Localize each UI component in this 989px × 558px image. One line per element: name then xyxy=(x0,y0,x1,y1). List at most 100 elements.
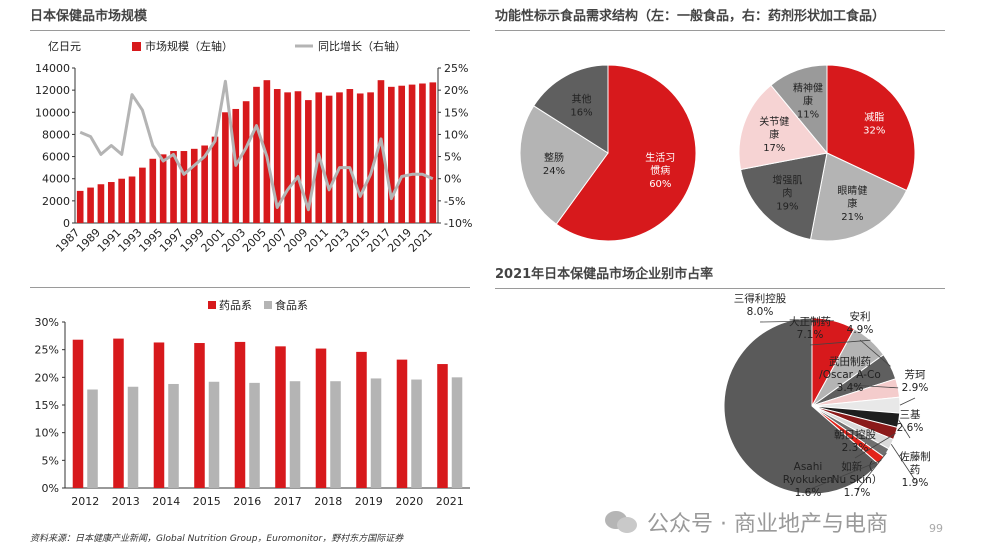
company-share-label: 1.6% xyxy=(795,487,822,499)
leader-line xyxy=(899,397,916,406)
bar-market-size xyxy=(180,151,188,223)
y-tick-label: 25% xyxy=(35,344,59,357)
y-tick-left: 2000 xyxy=(42,195,70,208)
bar-market-size xyxy=(346,89,354,224)
wechat-icon xyxy=(605,509,639,535)
general-food-pie-label: 其他 xyxy=(572,92,592,105)
processed-food-pie-label: 康 xyxy=(803,94,813,107)
bar-market-size xyxy=(294,91,302,223)
line-growth xyxy=(79,79,434,212)
processed-food-pie-slice xyxy=(770,64,828,155)
leader-line xyxy=(859,339,891,367)
bar-food xyxy=(451,377,463,488)
bar-market-size xyxy=(429,82,437,223)
bar-market-size xyxy=(263,80,271,223)
x-tick-label: 2016 xyxy=(233,495,261,508)
bar-pharma xyxy=(315,348,327,488)
y-tick-label: 10% xyxy=(35,427,59,440)
pharma-vs-food-chart: 药品系 食品系 0% 5% 10% 15% 20% 25% 30% 2012 2013 2014 201… xyxy=(35,298,470,508)
company-share-label: 其他 xyxy=(665,427,686,440)
y-tick-left: 14000 xyxy=(35,62,70,75)
y-tick-left: 4000 xyxy=(42,173,70,186)
company-share-label: 4.9% xyxy=(847,324,874,336)
x-tick-label: 2014 xyxy=(152,495,180,508)
leader-line xyxy=(898,420,911,439)
company-share-label: 2.9% xyxy=(902,382,929,394)
bar-market-size xyxy=(408,84,416,223)
bar-market-size xyxy=(222,112,229,223)
leader-line xyxy=(849,384,899,389)
bar-pharma xyxy=(72,339,84,488)
bar-market-size xyxy=(325,95,333,223)
processed-food-pie-label: 19% xyxy=(776,202,798,213)
y-tick-right: -5% xyxy=(444,195,465,208)
bar-market-size xyxy=(253,86,260,223)
bar-food xyxy=(411,379,422,488)
y-tick-label: 20% xyxy=(35,371,59,384)
company-share-label: 如新（ xyxy=(841,460,873,473)
bar-pharma xyxy=(194,343,205,488)
general-food-pie-slice xyxy=(533,64,609,154)
y-axis-unit: 亿日元 xyxy=(48,40,81,53)
company-share-label: 药 xyxy=(910,464,921,476)
general-food-pie-label: 惯病 xyxy=(650,164,670,177)
bar-market-size xyxy=(388,86,395,223)
leader-line xyxy=(807,460,882,491)
bar-market-size xyxy=(139,167,146,223)
y-tick-left: 12000 xyxy=(35,84,70,97)
market-chart-title: 日本保健品市场规模 xyxy=(30,9,148,24)
processed-food-pie-label: 增强肌 xyxy=(772,174,802,187)
processed-food-pie-label: 康 xyxy=(847,197,857,210)
legend-swatch-food xyxy=(264,301,272,309)
page-number: 99 xyxy=(929,522,943,535)
bar-market-size xyxy=(201,145,208,223)
x-tick-label: 2017 xyxy=(274,495,302,508)
y-tick-right: 10% xyxy=(444,128,468,141)
company-share-label: 63.6% xyxy=(658,441,691,453)
structure-title-rule xyxy=(495,30,945,31)
legend-swatch-market-size xyxy=(132,42,141,51)
bar-market-size xyxy=(336,92,343,223)
company-share-label: Asahi xyxy=(794,461,823,473)
bar-market-size xyxy=(242,101,250,223)
general-food-pie-label: 整肠 xyxy=(544,151,564,164)
x-tick-label: 2021 xyxy=(436,495,464,508)
y-tick-left: 8000 xyxy=(42,128,70,141)
general-food-pie-label: 16% xyxy=(570,107,592,118)
company-share-label: 1.9% xyxy=(902,477,929,489)
watermark-text: 公众号 · 商业地产与电商 xyxy=(647,512,888,537)
processed-food-pie-label: 精神健 xyxy=(793,81,823,94)
company-share-label: 安利 xyxy=(850,310,871,323)
y-tick-left: 10000 xyxy=(35,106,70,119)
processed-food-pie-slice xyxy=(826,64,916,192)
pharma-chart-top-rule xyxy=(30,287,470,288)
bar-pharma xyxy=(234,341,246,488)
company-share-label: /Oscar A-Co xyxy=(819,369,881,381)
general-food-pie-slice xyxy=(519,105,609,225)
company-share-label: 大正制药 xyxy=(789,315,831,328)
bar-food xyxy=(370,378,382,488)
source-note: 资料来源：日本健康产业新闻，Global Nutrition Group，Eur… xyxy=(30,534,404,544)
x-tick-label: 2020 xyxy=(395,495,423,508)
bar-market-size xyxy=(356,93,364,223)
bar-pharma xyxy=(437,364,448,488)
bar-market-size xyxy=(87,187,94,223)
bar-market-size xyxy=(211,136,219,223)
bar-food xyxy=(127,386,139,488)
processed-food-pie-label: 眼睛健 xyxy=(837,185,867,197)
processed-food-pie-label: 康 xyxy=(769,128,779,141)
bar-pharma xyxy=(113,338,124,488)
company-share-label: 朝日控股 xyxy=(834,428,876,441)
company-share-label: 佐藤制 xyxy=(899,450,931,463)
company-share-label: Nu Skin） xyxy=(832,474,883,486)
leader-line xyxy=(854,433,896,459)
bar-market-size xyxy=(118,178,125,223)
y-tick-right: 25% xyxy=(444,62,468,75)
y-tick-label: 30% xyxy=(35,316,59,329)
company-share-label: 2.6% xyxy=(897,422,924,434)
y-tick-label: 5% xyxy=(42,454,59,467)
company-share-label: 8.0% xyxy=(747,306,774,318)
bar-food xyxy=(168,383,179,488)
company-share-label: 2.3% xyxy=(842,442,869,454)
